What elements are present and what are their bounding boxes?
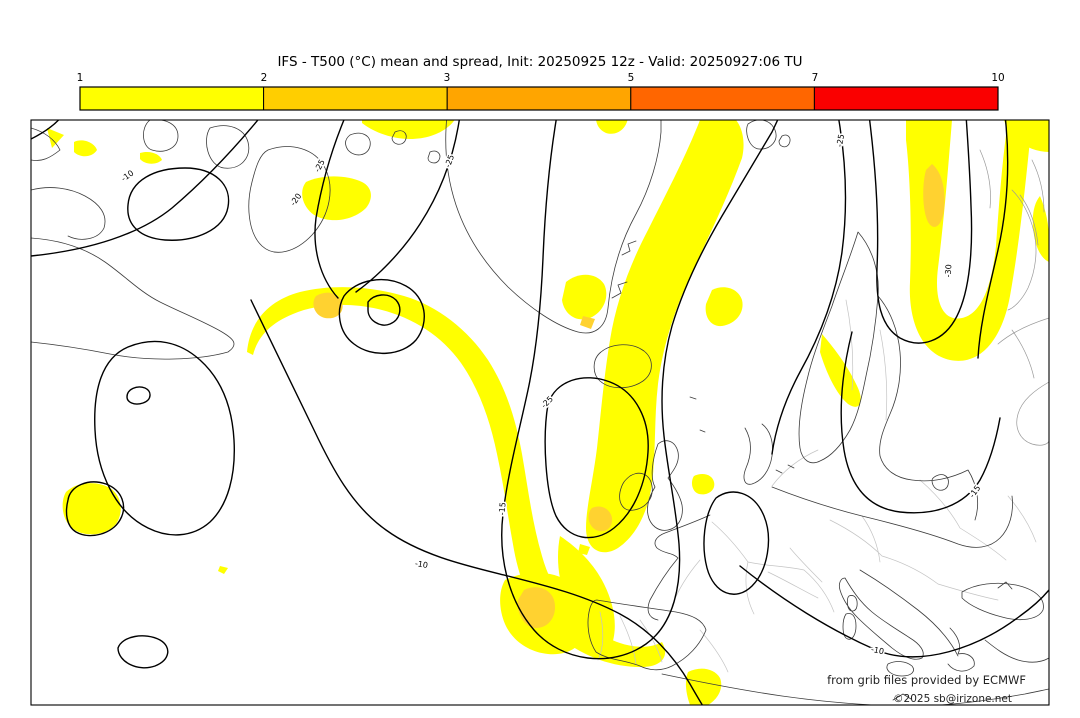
spread-band-norway-coast: [820, 334, 861, 407]
spread-core-ireland: [588, 506, 613, 532]
contour-atlantic-low-outer: [338, 279, 425, 355]
attribution: from grib files provided by ECMWF ©2025 …: [827, 673, 1026, 705]
spread-patch-arctic-2: [74, 140, 97, 157]
coastline-north-africa: [661, 673, 1049, 705]
spread-dot-biscay: [578, 544, 590, 555]
colorbar-segment-1: [79, 86, 265, 111]
spread-band-greenland-iceland-ireland: [586, 120, 744, 553]
spread-patch-arctic-3: [140, 151, 162, 164]
spread-band-trough-connector: [558, 536, 615, 644]
spread-core-barents: [923, 164, 945, 227]
contour-baffin-2: [355, 120, 460, 293]
spread-patch-north-sea: [691, 474, 715, 495]
contour-label-5: -15: [497, 502, 507, 516]
colorbar-tick-7: 7: [812, 72, 819, 84]
contour-atlantic-low-inner: [367, 294, 401, 326]
contour-horseshoe: [501, 120, 779, 660]
spread-core-portugal: [517, 587, 556, 628]
coastline-novaya-zemlya: [1007, 189, 1039, 311]
spread-patch-labrador-loop: [302, 176, 371, 221]
colorbar-tick-10: 10: [991, 72, 1004, 84]
contour-southwest-long: [250, 299, 704, 705]
contour-right-outer: [977, 120, 1009, 359]
spread-band-top-greenland: [362, 120, 455, 139]
colorbar-segment-2: [263, 86, 448, 111]
contour-label-8: -25: [835, 133, 846, 147]
contour-davis-diagonal: [31, 120, 259, 257]
coastline-british-isles: [619, 396, 706, 531]
attribution-source: from grib files provided by ECMWF: [827, 673, 1026, 687]
contour-label-10: -10: [870, 645, 885, 657]
coastline-france-iberia: [587, 514, 711, 671]
colorbar-segment-5: [813, 86, 999, 111]
contour-labrador-loop: [127, 167, 230, 241]
attribution-copyright: ©2025 sb@irizone.net: [893, 693, 1012, 705]
colorbar-tick-1: 1: [77, 72, 84, 84]
spread-core-south-greenland: [313, 292, 343, 319]
spread-patch-alboran: [685, 668, 722, 705]
spread-patch-arctic-1: [47, 128, 64, 148]
coastline-italy-balkans: [838, 569, 1049, 677]
contour-label-9: -10: [414, 559, 428, 570]
contour-topleft-arc: [31, 120, 60, 140]
spread-patch-north-iceland: [562, 274, 607, 320]
contour-azores-ellipse: [117, 635, 169, 669]
map-panel: -10 -25 -20 -25 -25 -15 -15 -30 -25 -10 …: [31, 120, 1049, 705]
spread-dot-atlantic: [218, 566, 228, 574]
contour-trough-closed: [544, 377, 649, 539]
russia-rivers-coasts: [979, 149, 1049, 446]
spread-core-greenland-tip: [580, 316, 595, 329]
spread-patch-top-center: [596, 120, 628, 134]
contour-west-ridge: [94, 340, 235, 536]
contour-norway-descent: [771, 120, 847, 455]
spread-patch-right-edge: [1032, 196, 1049, 262]
map-frame: [30, 119, 1050, 706]
colorbar-segment-4: [630, 86, 815, 111]
colorbar-tick-2: 2: [261, 72, 268, 84]
header: IFS - T500 (°C) mean and spread, Init: 2…: [277, 54, 802, 70]
coastline-black-sea: [961, 581, 1044, 621]
colorbar-segment-3: [446, 86, 632, 111]
contour-balkan-smile: [739, 565, 1049, 658]
coastline-canada-greenland: [31, 120, 662, 360]
spread-shading: [47, 120, 1049, 705]
spread-patch-midatlantic-low: [62, 483, 121, 535]
chart-title: IFS - T500 (°C) mean and spread, Init: 2…: [277, 54, 802, 70]
europe-borders: [597, 299, 1037, 673]
mean-contours: [31, 120, 1049, 705]
spread-cores: [313, 164, 945, 628]
colorbar-frame: [79, 86, 999, 111]
coastline-iceland: [593, 344, 652, 389]
coastline-scandinavia-baltic: [743, 231, 1013, 548]
contour-germany-oval: [703, 491, 770, 595]
colorbar-tick-5: 5: [628, 72, 635, 84]
contour-label-7: -30: [944, 264, 954, 278]
colorbar: 1 2 3 5 7 10: [77, 72, 1005, 111]
contour-west-ridge-inner: [126, 386, 151, 405]
spread-patch-topright-corner: [1004, 120, 1049, 152]
contour-midatlantic-low-ring: [65, 481, 125, 537]
contour-barents-hairpin: [868, 120, 973, 344]
spread-patch-lofoten: [705, 287, 743, 327]
colorbar-tick-3: 3: [444, 72, 451, 84]
contour-baffin-1: [314, 120, 345, 299]
contour-scandinavia-trough: [840, 331, 1001, 514]
